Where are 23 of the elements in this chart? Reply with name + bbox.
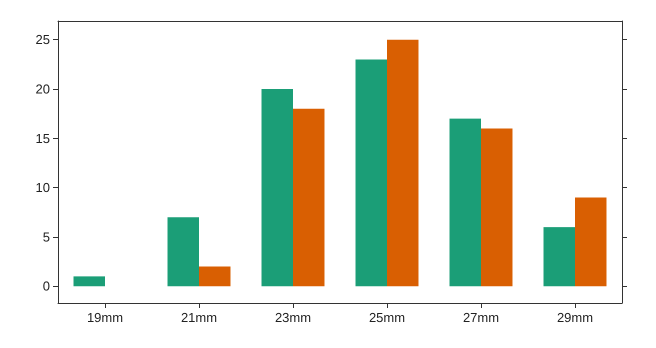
- y-tick-label: 10: [36, 180, 50, 196]
- bar: [575, 197, 606, 286]
- bar: [293, 108, 324, 286]
- y-tick-label: 20: [36, 82, 50, 97]
- bar: [262, 89, 293, 286]
- y-tick-label: 5: [42, 229, 50, 244]
- bar: [356, 59, 387, 286]
- x-tick-label: 27mm: [462, 310, 500, 325]
- bar: [544, 227, 575, 286]
- x-tick-label: 29mm: [556, 310, 594, 325]
- bar: [168, 217, 199, 286]
- bar: [450, 118, 481, 286]
- bar: [199, 266, 230, 286]
- x-tick-label: 23mm: [274, 310, 312, 325]
- y-tick-label: 0: [42, 278, 50, 294]
- bar: [481, 128, 512, 286]
- y-tick-label: 15: [36, 130, 50, 146]
- bar: [387, 40, 418, 286]
- bar: [74, 276, 105, 286]
- x-tick-label: 21mm: [180, 310, 218, 325]
- x-tick-label: 25mm: [368, 310, 406, 325]
- x-tick-label: 19mm: [86, 310, 124, 325]
- y-tick-label: 25: [36, 32, 50, 48]
